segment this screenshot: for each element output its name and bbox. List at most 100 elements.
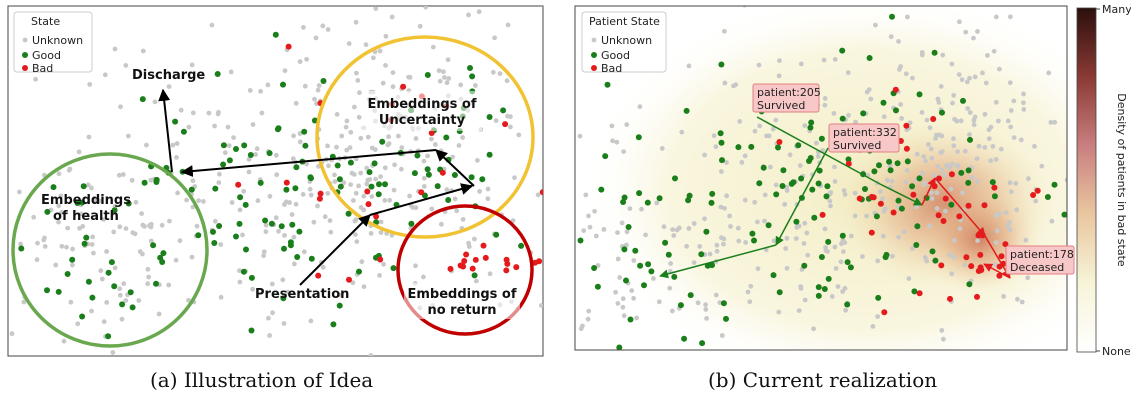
point-good	[913, 242, 920, 248]
point-good	[770, 272, 777, 279]
point-unknown	[703, 302, 708, 308]
point-unknown	[334, 112, 340, 117]
arrow-3	[180, 149, 437, 178]
point-unknown	[919, 50, 925, 55]
point-unknown	[1023, 237, 1029, 243]
point-unknown	[667, 285, 673, 291]
point-unknown	[387, 197, 393, 203]
point-bad	[235, 181, 242, 188]
point-unknown	[686, 226, 692, 231]
point-unknown	[516, 132, 522, 138]
point-unknown	[353, 19, 359, 25]
point-good	[308, 255, 315, 262]
point-unknown	[727, 213, 732, 219]
point-unknown	[910, 246, 915, 251]
point-good	[798, 175, 805, 182]
point-unknown	[875, 314, 880, 319]
arrow-1	[369, 183, 474, 216]
legend-b-bad-marker	[591, 65, 597, 71]
point-unknown	[714, 248, 720, 254]
point-bad	[975, 232, 982, 239]
point-bad	[447, 265, 454, 272]
point-unknown	[118, 104, 123, 110]
point-unknown	[950, 161, 955, 167]
point-bad	[418, 189, 425, 196]
point-good	[635, 134, 642, 141]
point-unknown	[927, 223, 932, 229]
point-unknown	[237, 268, 242, 273]
point-good	[366, 169, 373, 176]
point-unknown	[542, 6, 543, 7]
point-unknown	[1003, 210, 1009, 216]
point-unknown	[581, 228, 587, 234]
arrow-2	[435, 149, 475, 187]
point-unknown	[815, 154, 821, 159]
region-uncertainty-circle	[315, 35, 535, 239]
point-unknown	[841, 249, 846, 255]
point-unknown	[972, 74, 978, 80]
point-unknown	[967, 132, 972, 137]
point-good	[967, 136, 973, 143]
point-unknown	[624, 229, 630, 235]
legend-a-bad-label: Bad	[32, 62, 53, 75]
point-unknown	[250, 122, 256, 127]
point-unknown	[91, 250, 96, 256]
point-unknown	[350, 280, 356, 286]
point-good	[991, 193, 998, 200]
point-unknown	[1008, 189, 1014, 195]
point-unknown	[273, 152, 279, 158]
point-unknown	[634, 315, 639, 321]
point-unknown	[307, 186, 313, 192]
point-unknown	[56, 203, 62, 209]
point-good	[1061, 211, 1067, 218]
point-unknown	[624, 122, 630, 127]
panel-b: patient:205 Survived patient:332 Survived …	[574, 3, 1131, 358]
legend-b-unknown-marker	[591, 37, 597, 43]
point-good	[577, 237, 584, 244]
point-good	[844, 259, 851, 266]
point-good	[379, 138, 386, 145]
point-good	[211, 240, 218, 246]
point-unknown	[341, 180, 347, 186]
point-unknown	[899, 116, 904, 121]
point-bad	[942, 195, 949, 202]
point-unknown	[212, 123, 218, 129]
point-unknown	[373, 176, 378, 182]
point-unknown	[960, 190, 965, 196]
point-good	[807, 155, 814, 161]
point-unknown	[325, 191, 331, 196]
point-unknown	[201, 199, 206, 204]
point-unknown	[827, 198, 833, 204]
point-good	[598, 186, 605, 193]
point-bad	[482, 254, 489, 261]
point-good	[268, 220, 275, 227]
point-unknown	[833, 266, 839, 271]
point-unknown	[476, 9, 482, 15]
point-unknown	[941, 336, 946, 342]
point-unknown	[274, 172, 280, 178]
point-unknown	[907, 120, 913, 126]
point-unknown	[784, 235, 790, 241]
point-good	[411, 170, 418, 177]
point-unknown	[615, 301, 621, 306]
point-unknown	[378, 230, 384, 235]
point-unknown	[265, 82, 271, 88]
point-good	[939, 109, 945, 116]
point-good	[644, 199, 651, 206]
point-unknown	[983, 80, 989, 86]
point-unknown	[334, 144, 339, 150]
point-bad	[502, 121, 509, 128]
point-unknown	[407, 193, 412, 199]
point-unknown	[724, 193, 730, 199]
point-unknown	[148, 177, 154, 183]
point-unknown	[228, 69, 234, 75]
point-unknown	[965, 106, 971, 111]
point-good	[111, 207, 118, 214]
point-unknown	[351, 198, 356, 203]
point-good	[641, 282, 647, 289]
point-good	[292, 185, 299, 192]
point-unknown	[776, 309, 782, 315]
point-unknown	[1005, 118, 1011, 124]
point-unknown	[585, 316, 591, 322]
legend-a-title: State	[31, 15, 60, 28]
